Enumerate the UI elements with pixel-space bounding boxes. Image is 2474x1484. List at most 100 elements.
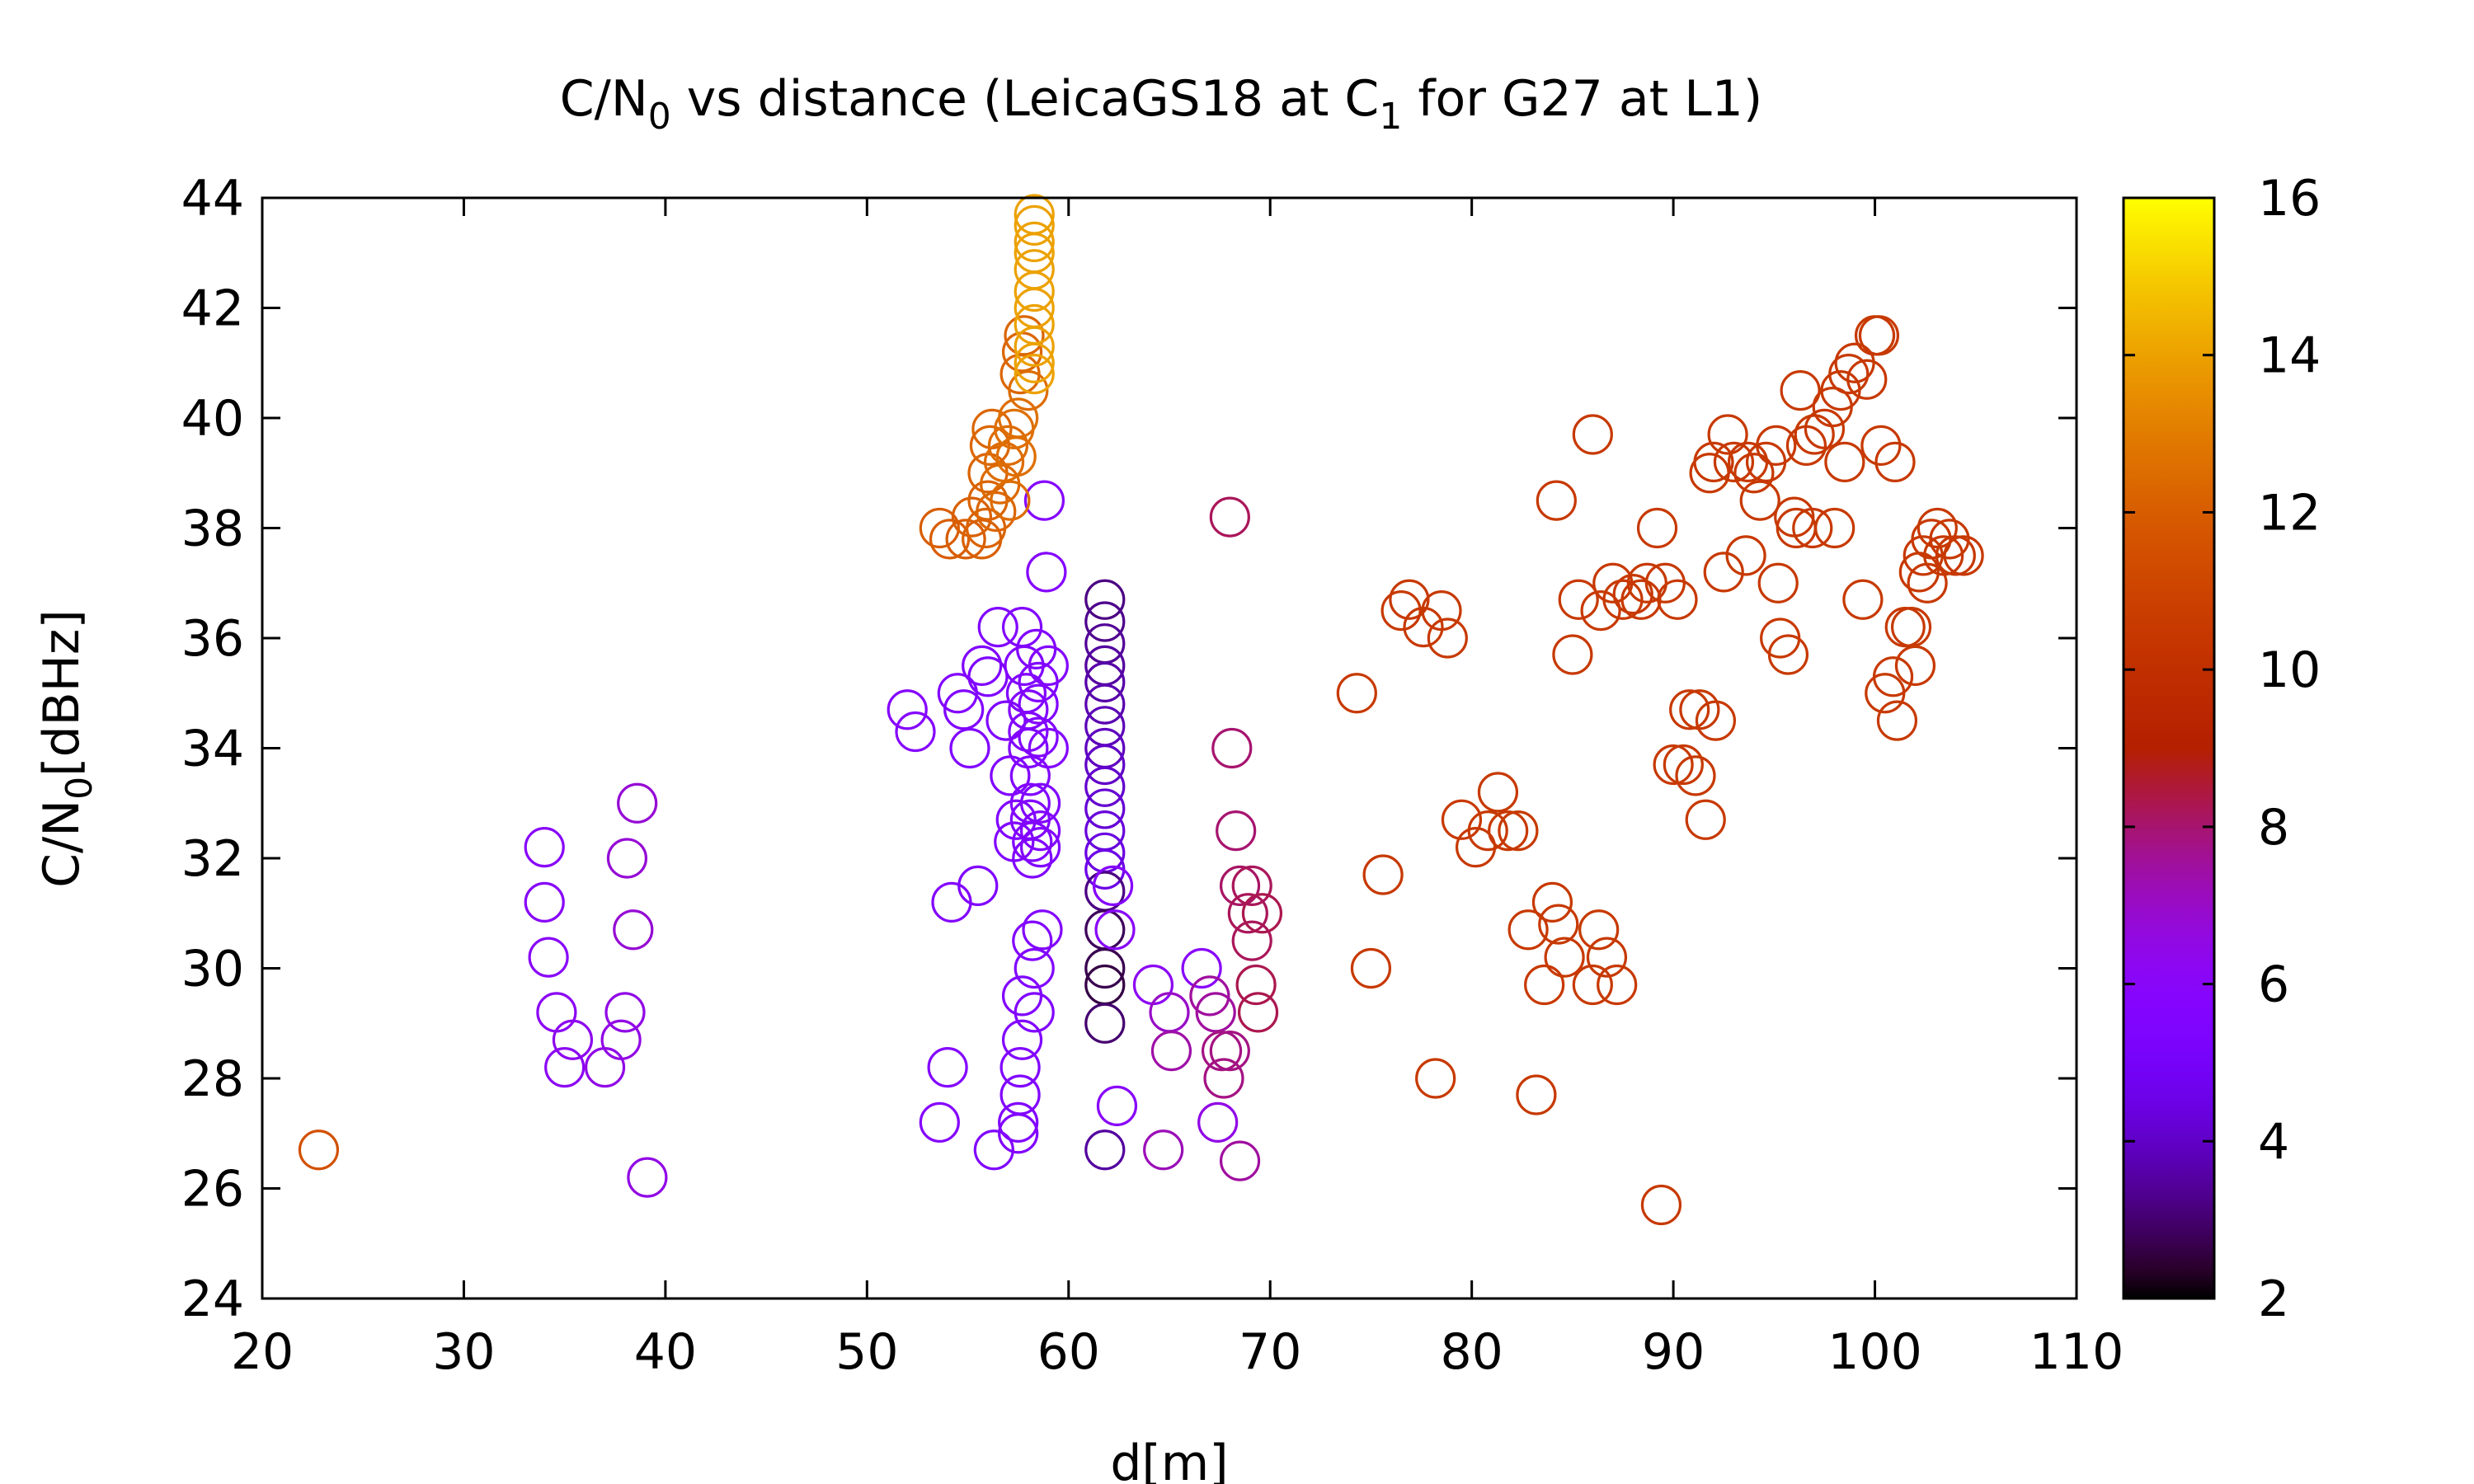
- data-point: [985, 700, 1027, 741]
- data-point: [1860, 425, 1902, 466]
- data-point: [969, 425, 1011, 466]
- x-tick-label: 100: [1827, 1323, 1922, 1381]
- data-point: [1203, 1058, 1244, 1099]
- colorbar-tick-label: 14: [2258, 327, 2321, 385]
- data-point: [1028, 645, 1069, 686]
- data-point: [973, 1129, 1014, 1171]
- data-point: [1767, 634, 1809, 675]
- data-point: [998, 1101, 1039, 1144]
- data-point: [895, 711, 936, 753]
- data-point: [1943, 535, 1984, 576]
- colorbar-tick-label: 4: [2258, 1113, 2289, 1171]
- y-tick-label: 26: [181, 1161, 244, 1219]
- data-point: [1014, 354, 1055, 395]
- data-point: [1380, 590, 1422, 632]
- x-tick-label: 40: [634, 1323, 697, 1381]
- data-point: [1524, 964, 1565, 1006]
- data-point: [919, 507, 960, 549]
- data-point: [1350, 947, 1392, 989]
- data-point: [1935, 535, 1976, 576]
- data-point: [1084, 579, 1126, 620]
- data-point: [1231, 920, 1272, 961]
- data-point: [999, 1074, 1041, 1115]
- data-point: [1008, 370, 1049, 411]
- data-point: [1012, 838, 1053, 879]
- data-point: [1014, 326, 1055, 367]
- data-point: [1669, 689, 1710, 730]
- data-point: [1580, 590, 1621, 632]
- data-point: [1602, 579, 1644, 620]
- y-tick-label: 42: [181, 280, 244, 338]
- x-tick-label: 60: [1037, 1323, 1100, 1381]
- data-point: [1084, 744, 1126, 786]
- x-tick-label: 20: [231, 1323, 294, 1381]
- data-point: [1195, 992, 1236, 1033]
- data-point: [927, 1047, 968, 1088]
- data-point: [957, 865, 999, 906]
- data-point: [1558, 579, 1599, 620]
- data-point: [1874, 441, 1916, 483]
- data-point: [1828, 354, 1870, 395]
- data-point: [949, 727, 990, 769]
- data-point: [1552, 634, 1593, 675]
- data-point: [1084, 601, 1126, 642]
- x-axis-label: d[m]: [1110, 1435, 1228, 1484]
- data-point: [1014, 992, 1055, 1033]
- data-point: [1018, 683, 1059, 725]
- colorbar-tick-label: 10: [2258, 641, 2321, 699]
- data-point: [1703, 552, 1744, 593]
- data-point: [1695, 700, 1737, 741]
- y-axis: 24 26 28 30 32 34 36 38 40 42 44: [181, 170, 2077, 1328]
- y-tick-label: 34: [181, 721, 244, 778]
- data-point: [1241, 893, 1283, 934]
- data-point: [1181, 947, 1222, 989]
- y-tick-label: 24: [181, 1270, 244, 1328]
- data-point: [1094, 909, 1136, 951]
- data-point: [1014, 947, 1055, 989]
- data-point: [1014, 204, 1055, 246]
- data-point: [1929, 519, 1970, 560]
- data-point: [1477, 772, 1519, 813]
- data-point: [1014, 342, 1055, 383]
- data-point: [1612, 573, 1653, 615]
- y-tick-label: 30: [181, 941, 244, 998]
- data-point: [1640, 1184, 1682, 1226]
- data-point: [1018, 716, 1059, 758]
- x-tick-label: 90: [1642, 1323, 1705, 1381]
- data-point: [1084, 788, 1126, 829]
- data-point: [1026, 552, 1067, 593]
- data-point: [1872, 656, 1914, 697]
- data-point: [1084, 683, 1126, 725]
- data-point: [1209, 1031, 1250, 1072]
- data-point: [1578, 909, 1620, 951]
- data-point: [977, 607, 1018, 648]
- data-point: [998, 397, 1039, 439]
- data-point: [919, 1101, 960, 1144]
- data-point: [1014, 221, 1055, 262]
- colorbar-tick-label: 16: [2258, 170, 2321, 228]
- data-point: [1488, 810, 1529, 852]
- data-point: [1211, 727, 1253, 769]
- data-point: [1804, 408, 1846, 449]
- data-point: [951, 496, 993, 538]
- data-point: [1019, 782, 1061, 824]
- data-point: [1842, 579, 1884, 620]
- x-axis: 20 30 40 50 60 70 80 90 100 110: [231, 198, 2124, 1381]
- x-tick-label: 110: [2030, 1323, 2124, 1381]
- data-point: [976, 491, 1017, 533]
- data-point: [1092, 865, 1134, 906]
- data-point: [1507, 909, 1549, 951]
- data-point: [945, 519, 986, 560]
- data-point: [1143, 1129, 1184, 1171]
- data-point: [1004, 315, 1045, 356]
- data-point: [1197, 1101, 1239, 1144]
- data-point: [1084, 766, 1126, 807]
- data-point: [1216, 810, 1257, 852]
- data-point: [604, 992, 646, 1033]
- data-point: [1150, 1031, 1192, 1072]
- colorbar-frame: [2122, 196, 2216, 1300]
- data-point: [1544, 937, 1585, 978]
- data-point: [887, 689, 928, 730]
